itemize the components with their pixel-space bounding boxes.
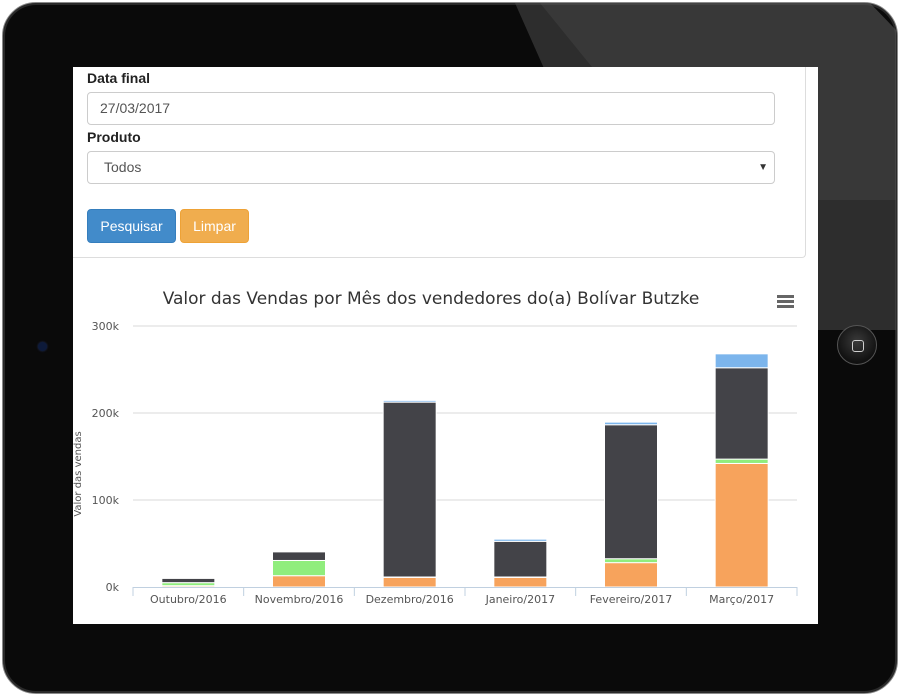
bar-segment[interactable]: [604, 424, 658, 560]
end-date-label: Data final: [87, 70, 151, 86]
home-button[interactable]: [837, 325, 877, 365]
x-axis: Outubro/2016 Novembro/2016 Dezembro/2016 Ja…: [132, 587, 798, 606]
menu-icon[interactable]: [776, 295, 794, 311]
bar-segment[interactable]: [714, 367, 769, 460]
x-tick-label: Novembro/2016: [255, 593, 344, 606]
bar-segment[interactable]: [493, 576, 548, 588]
y-axis-title: Valor das vendas: [73, 431, 84, 516]
clear-button[interactable]: Limpar: [180, 209, 249, 243]
x-tick-label: Fevereiro/2017: [590, 593, 673, 606]
y-tick-label: 200k: [92, 407, 120, 420]
search-button[interactable]: Pesquisar: [87, 209, 176, 243]
bar-segment[interactable]: [714, 353, 769, 369]
bar-segment[interactable]: [714, 458, 769, 464]
x-tick-label: Janeiro/2017: [485, 593, 556, 606]
bar-segment[interactable]: [272, 575, 326, 588]
bar-segment[interactable]: [493, 540, 548, 578]
x-tick-label: Março/2017: [709, 593, 774, 606]
bar-segment[interactable]: [604, 558, 658, 564]
y-axis-ticks: 0k 100k 200k 300k: [92, 320, 120, 594]
x-tick-label: Outubro/2016: [150, 593, 227, 606]
product-select-value: Todos: [104, 159, 142, 175]
bar-segment[interactable]: [382, 399, 437, 403]
front-camera: [38, 342, 47, 351]
x-tick-label: Dezembro/2016: [366, 593, 454, 606]
end-date-input[interactable]: 27/03/2017: [87, 92, 775, 125]
bar-segment[interactable]: [604, 562, 658, 588]
bar-segment[interactable]: [493, 538, 548, 542]
product-select[interactable]: Todos ▼: [87, 151, 775, 184]
bar-segment[interactable]: [382, 576, 437, 588]
bar-segment[interactable]: [272, 551, 326, 561]
chart-title: Valor das Vendas por Mês dos vendedores …: [163, 289, 700, 309]
product-label: Produto: [87, 129, 141, 145]
sales-chart: Valor das Vendas por Mês dos vendedores …: [73, 289, 798, 606]
bar-segment[interactable]: [604, 421, 658, 426]
bars: [161, 353, 769, 588]
screen: Data final 27/03/2017 Produto Todos ▼ Pe…: [73, 67, 818, 624]
bar-segment[interactable]: [382, 401, 437, 578]
caret-down-icon: ▼: [758, 162, 768, 173]
bar-segment[interactable]: [161, 577, 216, 584]
filter-form: Data final 27/03/2017 Produto Todos ▼ Pe…: [73, 67, 806, 258]
bar-segment[interactable]: [272, 559, 326, 577]
bar-segment[interactable]: [714, 462, 769, 588]
y-tick-label: 300k: [92, 320, 120, 333]
grid-lines: [133, 325, 797, 501]
y-tick-label: 100k: [92, 494, 120, 507]
y-tick-label: 0k: [106, 581, 120, 594]
